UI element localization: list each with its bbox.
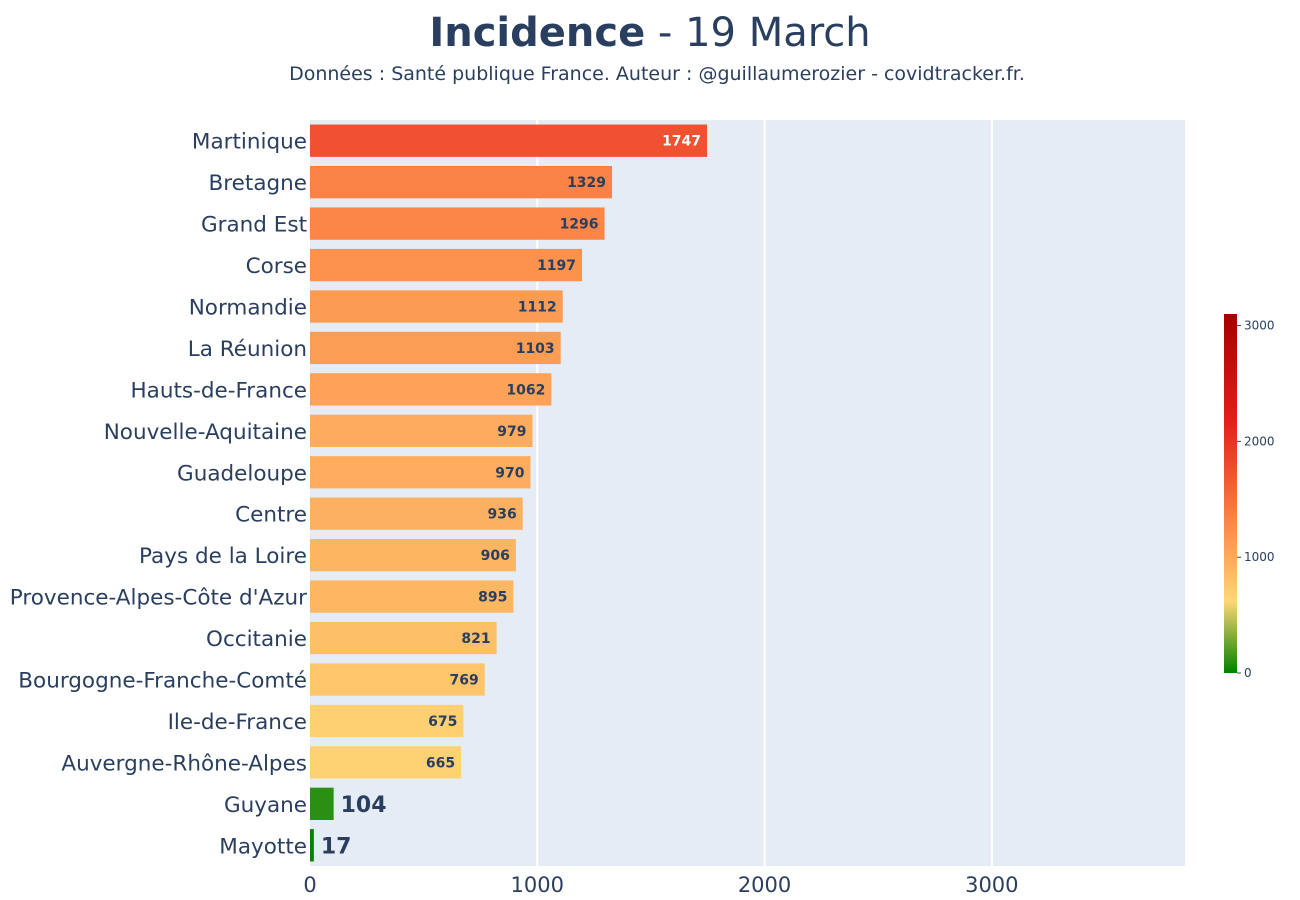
bar-14 bbox=[310, 704, 464, 738]
x-tick-label-1000: 1000 bbox=[511, 873, 564, 897]
bar-value-label-3: 1197 bbox=[537, 258, 576, 274]
y-tick-label-17: Mayotte bbox=[219, 834, 307, 859]
bar-value-label-12: 821 bbox=[461, 631, 490, 647]
bar-10 bbox=[310, 539, 516, 572]
plot-area bbox=[310, 120, 1185, 866]
colorbar: 0 1000 2000 3000 bbox=[1224, 314, 1275, 680]
y-tick-label-7: Nouvelle-Aquitaine bbox=[104, 420, 307, 445]
colorbar-tick-label-0: 0 bbox=[1244, 666, 1252, 680]
bar-value-label-17: 17 bbox=[321, 834, 352, 859]
x-axis-labels: 0 1000 2000 3000 bbox=[303, 873, 1018, 897]
y-tick-label-4: Normandie bbox=[189, 296, 307, 321]
y-tick-label-6: Hauts-de-France bbox=[131, 378, 307, 403]
bar-value-label-16: 104 bbox=[341, 793, 387, 818]
bar-value-label-5: 1103 bbox=[516, 341, 555, 357]
y-axis-labels: Martinique Bretagne Grand Est Corse Normandi… bbox=[10, 130, 307, 860]
bar-3 bbox=[310, 248, 583, 282]
y-tick-label-14: Ile-de-France bbox=[168, 710, 307, 735]
bar-value-label-15: 665 bbox=[426, 755, 455, 771]
bar-5 bbox=[310, 331, 561, 365]
colorbar-gradient bbox=[1224, 314, 1237, 673]
y-tick-label-10: Pays de la Loire bbox=[139, 544, 307, 569]
bar-13 bbox=[310, 663, 485, 696]
bar-value-label-11: 895 bbox=[478, 590, 507, 606]
bar-value-label-6: 1062 bbox=[506, 382, 545, 398]
colorbar-tick-label-2000: 2000 bbox=[1244, 434, 1275, 448]
bar-value-label-2: 1296 bbox=[560, 217, 599, 233]
bar-12 bbox=[310, 621, 497, 655]
bar-value-label-0: 1747 bbox=[662, 134, 701, 150]
x-tick-label-2000: 2000 bbox=[738, 873, 791, 897]
y-tick-label-3: Corse bbox=[246, 254, 307, 279]
bar-value-label-1: 1329 bbox=[567, 175, 606, 191]
bar-value-label-7: 979 bbox=[497, 424, 526, 440]
y-tick-label-16: Guyane bbox=[224, 793, 307, 818]
y-tick-label-13: Bourgogne-Franche-Comté bbox=[18, 669, 307, 694]
bar-value-label-9: 936 bbox=[487, 507, 516, 523]
y-tick-label-0: Martinique bbox=[192, 130, 307, 155]
x-tick-label-0: 0 bbox=[303, 873, 316, 897]
colorbar-tick-label-3000: 3000 bbox=[1244, 319, 1275, 333]
y-tick-label-11: Provence-Alpes-Côte d'Azur bbox=[10, 586, 307, 611]
y-tick-label-2: Grand Est bbox=[201, 213, 307, 238]
bar-value-label-13: 769 bbox=[450, 673, 479, 689]
chart-title: Incidence - 19 March bbox=[429, 10, 870, 56]
bar-value-label-4: 1112 bbox=[518, 300, 557, 316]
bar-8 bbox=[310, 456, 531, 489]
bar-4 bbox=[310, 290, 563, 323]
y-tick-label-5: La Réunion bbox=[188, 337, 307, 362]
y-tick-label-12: Occitanie bbox=[206, 627, 307, 652]
bar-15 bbox=[310, 746, 462, 779]
chart-title-date: - 19 March bbox=[645, 10, 870, 56]
bar-17 bbox=[310, 829, 314, 862]
bar-value-label-10: 906 bbox=[481, 548, 510, 564]
bar-2 bbox=[310, 207, 605, 240]
chart-subtitle: Données : Santé publique France. Auteur … bbox=[289, 63, 1025, 85]
bar-11 bbox=[310, 580, 514, 613]
bar-value-label-14: 675 bbox=[428, 714, 457, 730]
bar-1 bbox=[310, 166, 613, 199]
bar-value-label-8: 970 bbox=[495, 465, 524, 481]
chart-title-bold: Incidence bbox=[429, 10, 645, 56]
bar-6 bbox=[310, 373, 552, 406]
bar-9 bbox=[310, 497, 523, 530]
bar-16 bbox=[310, 787, 334, 820]
colorbar-tick-label-1000: 1000 bbox=[1244, 550, 1275, 564]
y-tick-label-8: Guadeloupe bbox=[177, 461, 307, 486]
y-tick-label-15: Auvergne-Rhône-Alpes bbox=[61, 751, 307, 776]
x-tick-label-3000: 3000 bbox=[965, 873, 1018, 897]
bars: 1747 1329 1296 1197 1112 1103 1062 979 970 936 906… bbox=[310, 124, 708, 862]
bar-7 bbox=[310, 414, 533, 447]
bar-0 bbox=[310, 124, 708, 157]
y-tick-label-1: Bretagne bbox=[209, 171, 307, 196]
gridlines bbox=[536, 120, 993, 866]
y-tick-label-9: Centre bbox=[235, 503, 307, 528]
